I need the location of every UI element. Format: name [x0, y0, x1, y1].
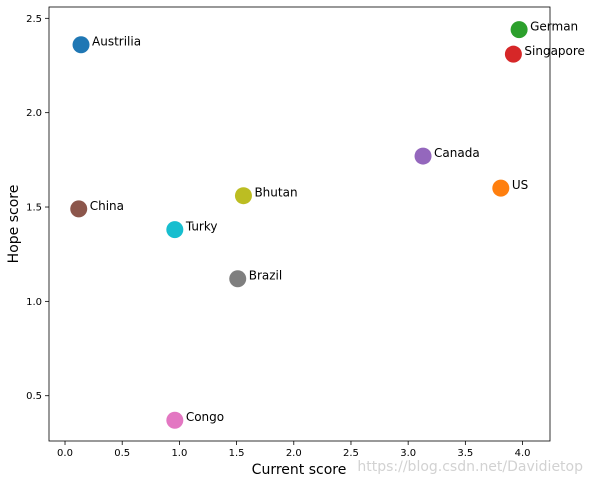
data-points: Austrilia US German Singapore Canada China Con… — [70, 20, 585, 429]
x-tick-label: 2.5 — [343, 448, 359, 459]
x-tick-label: 2.0 — [286, 448, 302, 459]
data-point — [510, 21, 528, 39]
x-tick-label: 4.0 — [515, 448, 531, 459]
x-axis-label: Current score — [252, 462, 347, 478]
y-axis-label: Hope score — [6, 185, 22, 264]
data-point — [166, 221, 184, 239]
x-tick-label: 0.0 — [57, 448, 73, 459]
data-point — [414, 147, 432, 165]
data-point — [70, 200, 88, 218]
y-tick-label: 0.5 — [26, 391, 42, 402]
y-tick-label: 2.0 — [26, 108, 42, 119]
data-point — [504, 45, 522, 63]
y-tick-label: 2.5 — [26, 14, 42, 25]
watermark-text: https://blog.csdn.net/Davidietop — [357, 459, 583, 475]
point-label: Congo — [186, 410, 224, 424]
point-label: Canada — [434, 146, 480, 160]
y-tick-label: 1.0 — [26, 297, 42, 308]
point-label: Singapore — [524, 44, 585, 58]
point-label: Bhutan — [254, 186, 297, 200]
point-label: Austrilia — [92, 35, 141, 49]
y-tick-label: 1.5 — [26, 203, 42, 214]
x-axis-ticks: 0.0 0.5 1.0 1.5 2.0 2.5 3.0 3.5 4.0 — [57, 441, 531, 459]
point-label: China — [90, 199, 124, 213]
plot-area — [48, 6, 551, 442]
data-point — [234, 187, 252, 205]
x-tick-label: 0.5 — [114, 448, 130, 459]
point-label: Turky — [185, 220, 218, 234]
x-tick-label: 3.0 — [400, 448, 416, 459]
point-label: US — [512, 178, 528, 192]
x-tick-label: 1.0 — [171, 448, 187, 459]
y-axis-ticks: 0.5 1.0 1.5 2.0 2.5 — [26, 14, 49, 402]
data-point — [166, 411, 184, 429]
data-point — [492, 179, 510, 197]
point-label: Brazil — [249, 269, 283, 283]
data-point — [72, 36, 90, 54]
data-point — [229, 270, 247, 288]
point-label: German — [530, 20, 578, 34]
x-tick-label: 3.5 — [457, 448, 473, 459]
x-tick-label: 1.5 — [229, 448, 245, 459]
